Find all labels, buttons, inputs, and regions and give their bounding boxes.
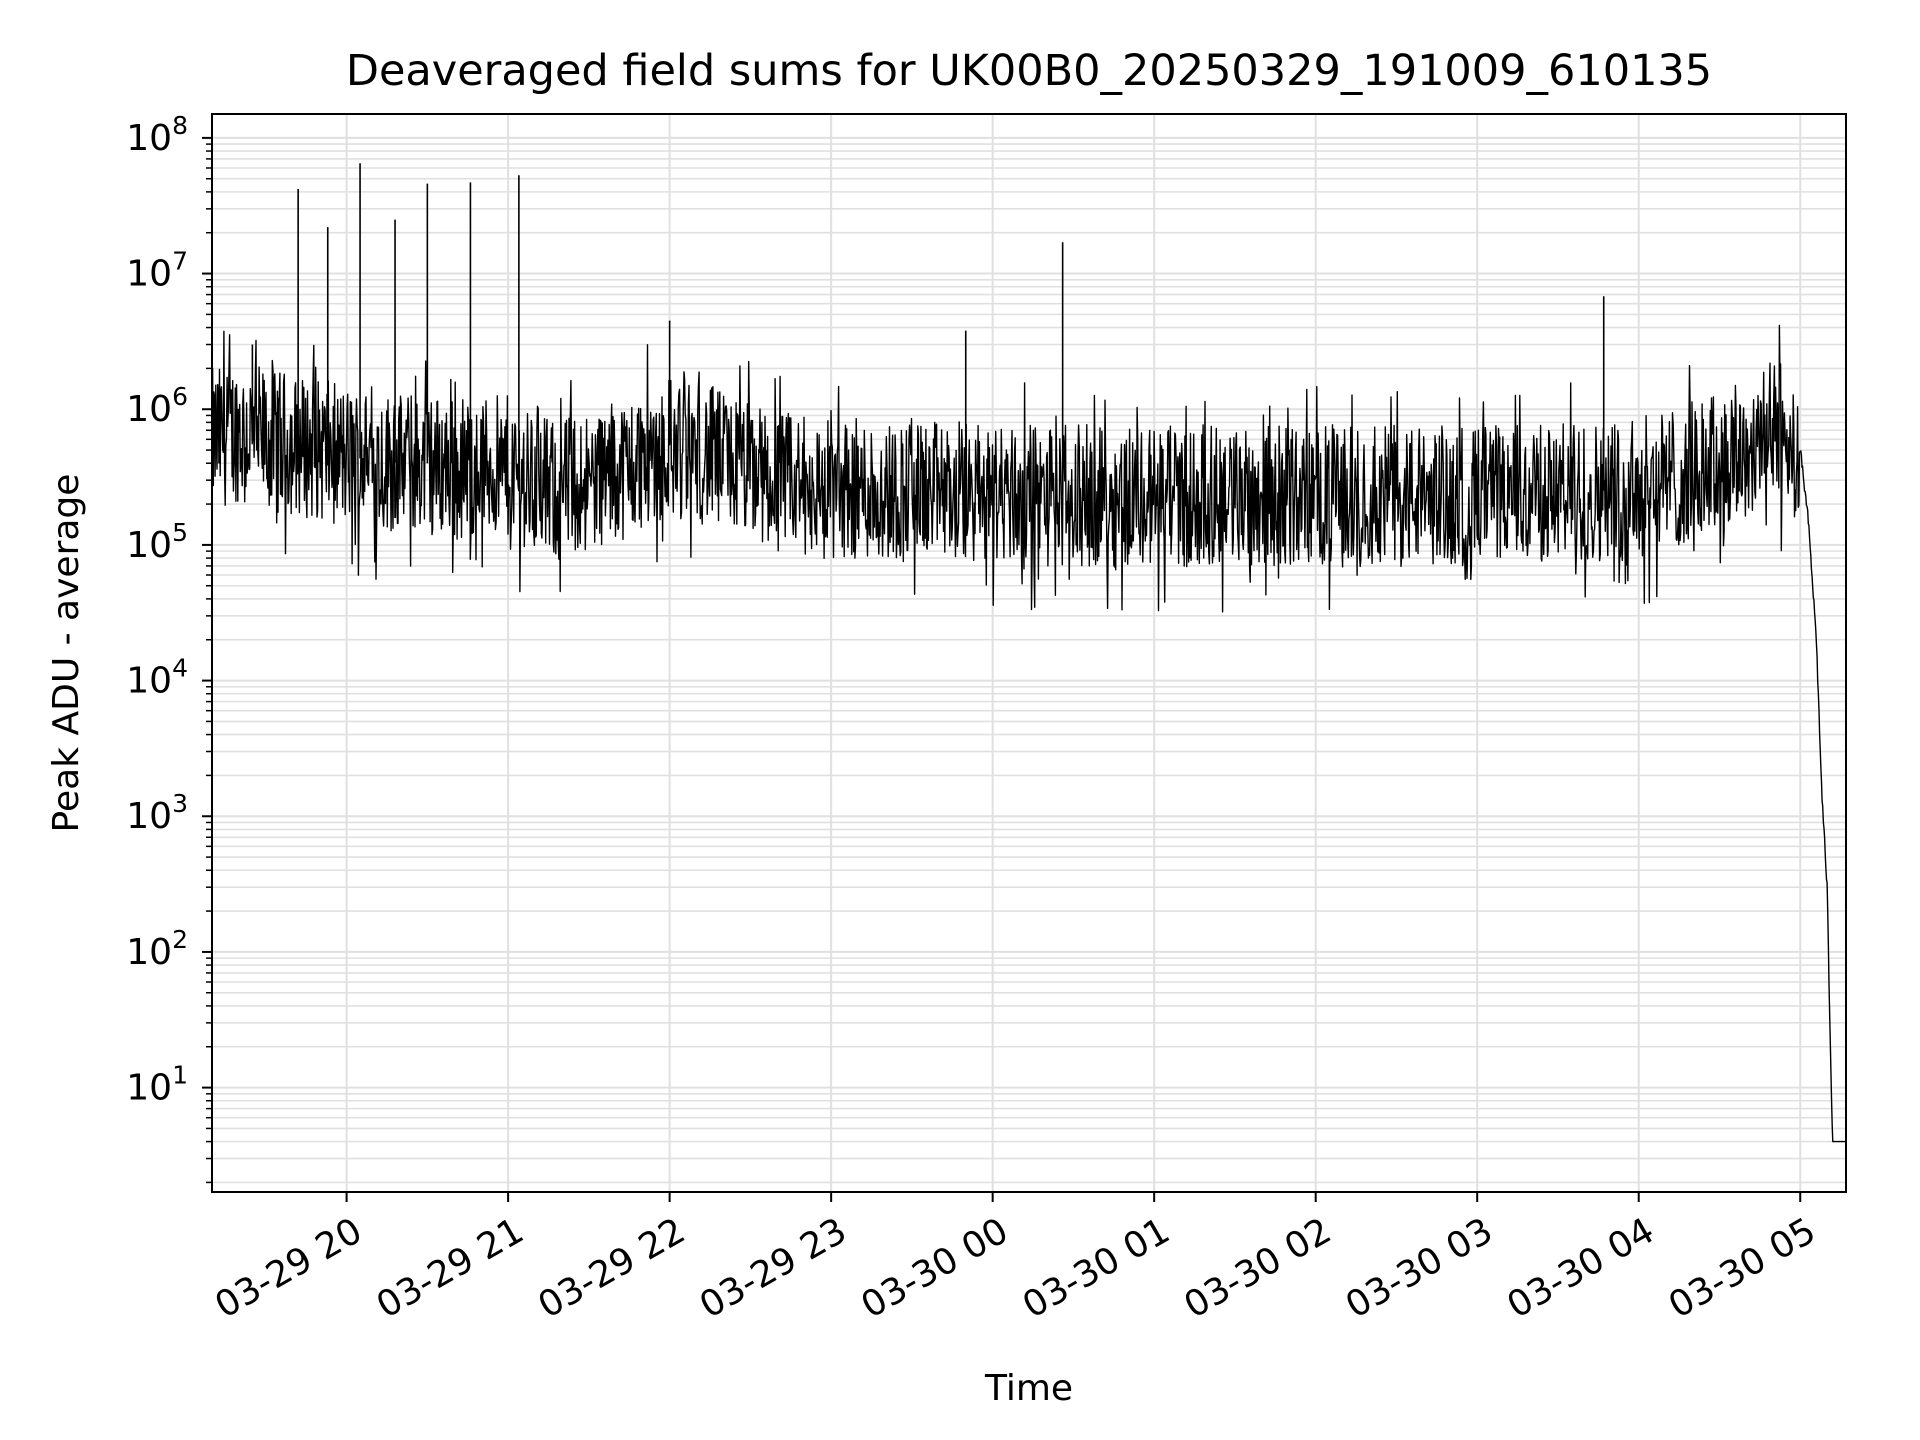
y-tick-label-base: 10 — [126, 796, 172, 837]
signal-line — [211, 324, 1847, 1143]
y-tick-label-exponent: 2 — [172, 925, 188, 954]
y-tick-label: 104 — [126, 654, 188, 702]
y-tick-label-base: 10 — [126, 525, 172, 566]
y-tick-label-base: 10 — [126, 118, 172, 159]
y-tick-label-exponent: 8 — [172, 111, 188, 140]
y-tick-label: 108 — [126, 111, 188, 159]
y-tick-label-exponent: 4 — [172, 654, 188, 683]
plot-frame — [211, 113, 1847, 1193]
y-tick-label: 101 — [126, 1061, 188, 1109]
grid — [212, 114, 1846, 1192]
y-tick-label-base: 10 — [126, 1068, 172, 1109]
x-axis-label: Time — [984, 1368, 1073, 1409]
y-tick-label-base: 10 — [126, 254, 172, 295]
y-tick-label-exponent: 1 — [172, 1061, 188, 1090]
y-tick-label-exponent: 7 — [172, 247, 188, 276]
y-tick-label: 106 — [126, 382, 188, 430]
y-tick-label-exponent: 6 — [172, 382, 188, 411]
y-tick-label: 105 — [126, 518, 188, 566]
y-tick-label-base: 10 — [126, 389, 172, 430]
y-tick-label-exponent: 5 — [172, 518, 188, 547]
y-tick-label: 102 — [126, 925, 188, 973]
plot-line-area — [211, 163, 1847, 1143]
y-tick-label-base: 10 — [126, 932, 172, 973]
y-axis-label: Peak ADU - average — [46, 474, 87, 833]
y-tick-label-exponent: 3 — [172, 789, 188, 818]
y-tick-label: 107 — [126, 247, 188, 295]
y-tick-label-base: 10 — [126, 661, 172, 702]
chart-title: Deaveraged field sums for UK00B0_2025032… — [346, 46, 1712, 96]
y-tick-label: 103 — [126, 789, 188, 837]
